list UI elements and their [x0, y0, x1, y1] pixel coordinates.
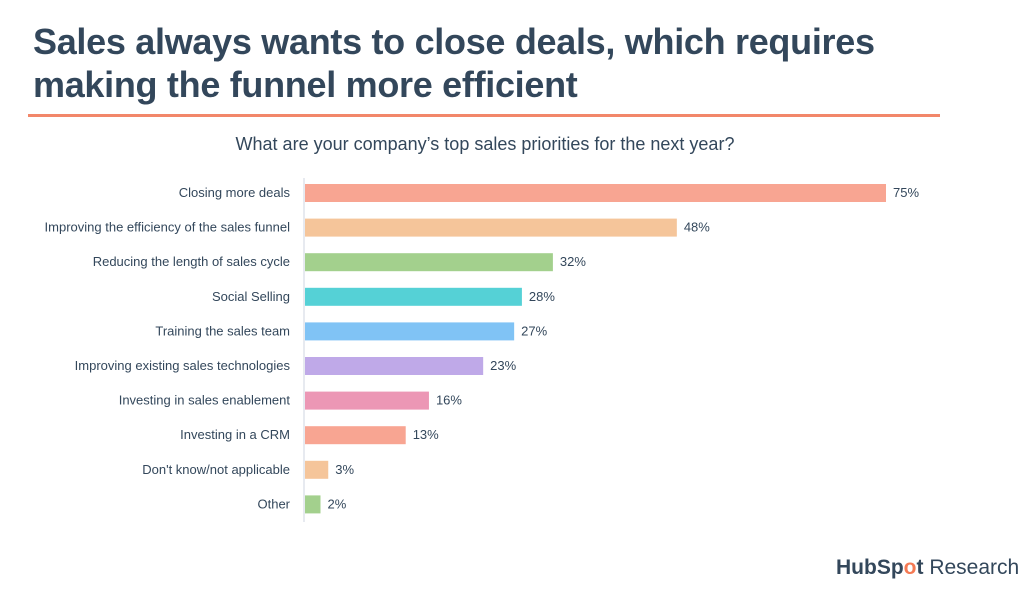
bar	[305, 184, 886, 202]
bar	[305, 426, 406, 445]
category-label: Reducing the length of sales cycle	[93, 254, 290, 269]
category-label: Closing more deals	[179, 185, 291, 200]
bar	[305, 287, 522, 306]
category-label: Don't know/not applicable	[142, 462, 290, 477]
category-label: Social Selling	[212, 289, 290, 304]
category-label: Other	[257, 496, 290, 511]
value-label: 16%	[436, 393, 462, 408]
chart-title-text: What are your company’s top sales priori…	[235, 134, 735, 154]
bar	[305, 460, 329, 479]
title-line-1: Sales always wants to close deals, which…	[33, 21, 875, 62]
value-label: 75%	[893, 185, 919, 200]
bar	[305, 322, 515, 341]
bar	[305, 253, 553, 272]
title-line-2: making the funnel more efficient	[33, 64, 578, 105]
value-label: 32%	[560, 254, 586, 269]
category-label: Training the sales team	[155, 323, 290, 338]
value-label: 28%	[529, 289, 555, 304]
title-divider	[28, 114, 940, 117]
category-label: Improving the efficiency of the sales fu…	[45, 220, 291, 235]
value-label: 2%	[327, 496, 346, 511]
value-label: 27%	[521, 323, 547, 338]
bar	[305, 495, 321, 514]
bar	[305, 357, 484, 375]
value-label: 13%	[413, 427, 439, 442]
value-label: 48%	[684, 220, 710, 235]
value-label: 23%	[490, 358, 516, 373]
bar	[305, 391, 429, 410]
chart-title: What are your company’s top sales priori…	[0, 134, 1024, 155]
category-label: Improving existing sales technologies	[75, 358, 291, 373]
slide-title: Sales always wants to close deals, which…	[33, 20, 875, 106]
hubspot-research-logo: HubSpot Research	[836, 556, 1020, 579]
category-label: Investing in a CRM	[180, 427, 290, 442]
category-label: Investing in sales enablement	[119, 393, 291, 408]
bar	[305, 218, 677, 237]
value-label: 3%	[335, 462, 354, 477]
